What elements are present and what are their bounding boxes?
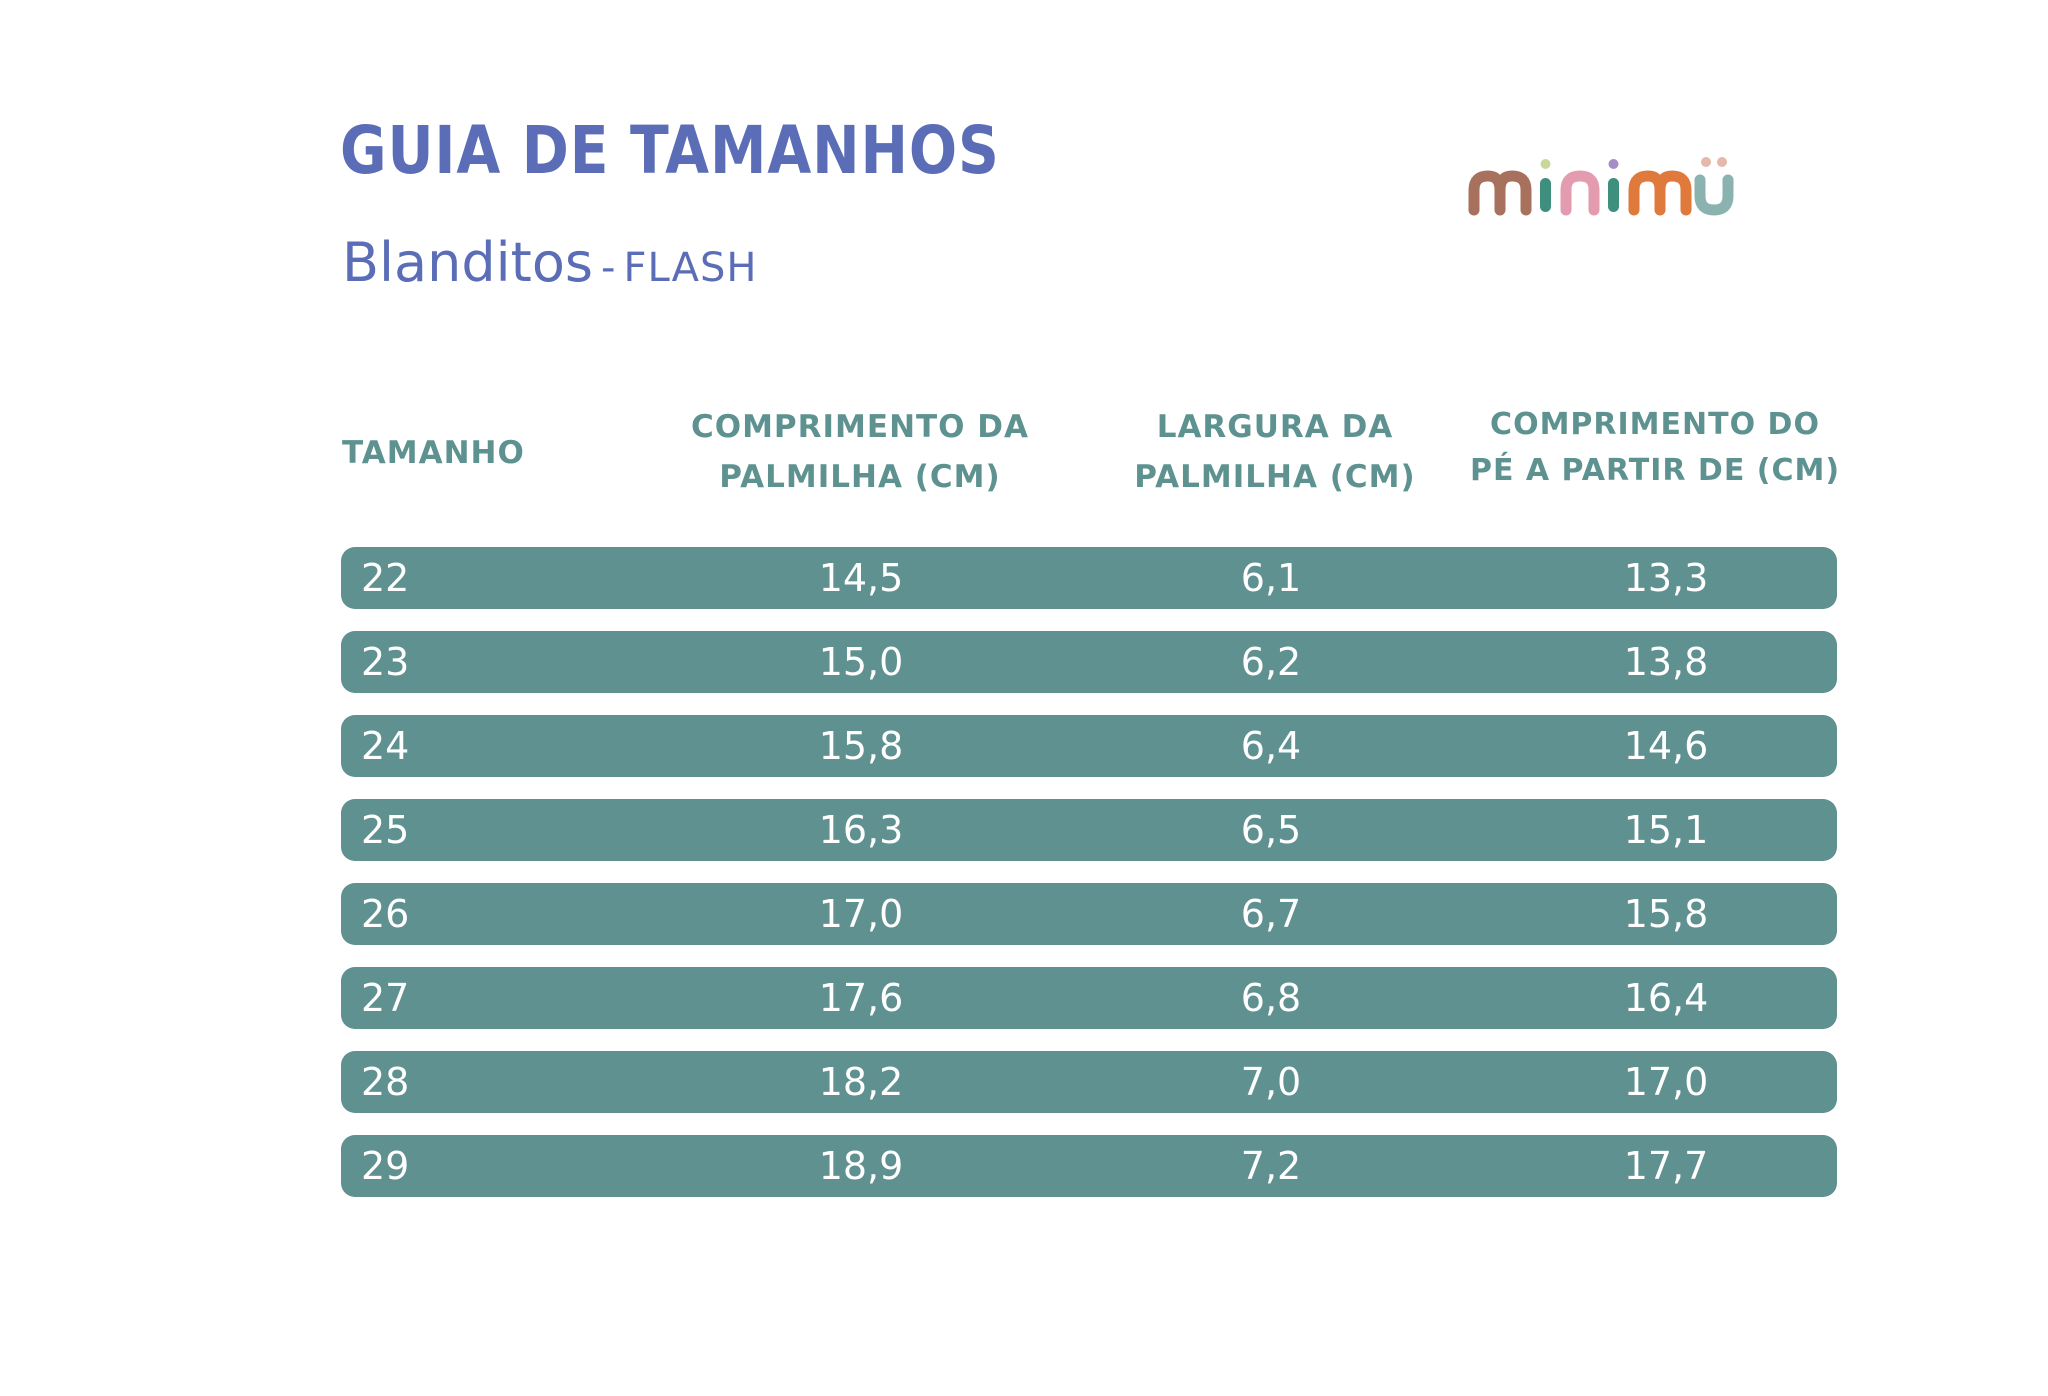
cell-size: 25 [361,808,410,852]
cell-foot-length: 16,4 [1623,976,1709,1020]
cell-insole-length: 15,0 [818,640,904,684]
cell-insole-length: 18,9 [818,1144,904,1188]
cell-foot-length: 14,6 [1623,724,1709,768]
cell-foot-length: 15,1 [1623,808,1709,852]
column-header-insole-length: COMPRIMENTO DA PALMILHA (CM) [690,409,1030,495]
cell-insole-width: 6,4 [1240,724,1302,768]
table-row: 22 14,5 6,1 13,3 [341,547,1837,609]
product-name: Blanditos [342,231,593,294]
cell-insole-width: 6,1 [1240,556,1302,600]
cell-insole-length: 17,0 [818,892,904,936]
cell-insole-length: 18,2 [818,1060,904,1104]
cell-insole-length: 14,5 [818,556,904,600]
logo-umlaut-right [1717,157,1727,167]
subtitle-separator: - [601,245,616,291]
cell-foot-length: 17,0 [1623,1060,1709,1104]
cell-size: 29 [361,1144,410,1188]
cell-insole-length: 17,6 [818,976,904,1020]
size-table-body: 22 14,5 6,1 13,3 23 15,0 6,2 13,8 24 15,… [341,547,1837,1219]
cell-size: 23 [361,640,410,684]
table-header: TAMANHO COMPRIMENTO DA PALMILHA (CM) LAR… [0,400,2048,510]
cell-insole-width: 6,7 [1240,892,1302,936]
logo-umlaut-left [1701,157,1711,167]
table-row: 25 16,3 6,5 15,1 [341,799,1837,861]
logo-letter-u [1694,174,1734,216]
logo-letter-m1 [1468,170,1532,216]
cell-foot-length: 17,7 [1623,1144,1709,1188]
table-row: 26 17,0 6,7 15,8 [341,883,1837,945]
logo-dot-i2 [1608,159,1619,169]
brand-logo [1468,157,1734,216]
cell-foot-length: 13,3 [1623,556,1709,600]
table-row: 28 18,2 7,0 17,0 [341,1051,1837,1113]
column-header-insole-width: LARGURA DA PALMILHA (CM) [1134,409,1416,495]
logo-letter-m2 [1628,170,1692,216]
cell-insole-length: 16,3 [818,808,904,852]
logo-letter-i1 [1540,178,1551,212]
logo-dot-i1 [1540,159,1551,169]
cell-foot-length: 13,8 [1623,640,1709,684]
cell-insole-width: 7,2 [1240,1144,1302,1188]
cell-insole-length: 15,8 [818,724,904,768]
table-row: 29 18,9 7,2 17,7 [341,1135,1837,1197]
cell-insole-width: 7,0 [1240,1060,1302,1104]
cell-foot-length: 15,8 [1623,892,1709,936]
table-row: 27 17,6 6,8 16,4 [341,967,1837,1029]
column-header-foot-length: COMPRIMENTO DO PÉ A PARTIR DE (CM) [1469,407,1841,488]
product-variant: FLASH [623,245,758,291]
cell-size: 24 [361,724,410,768]
cell-insole-width: 6,8 [1240,976,1302,1020]
cell-insole-width: 6,2 [1240,640,1302,684]
cell-size: 28 [361,1060,410,1104]
column-header-size: TAMANHO [342,435,525,471]
cell-size: 22 [361,556,410,600]
cell-insole-width: 6,5 [1240,808,1302,852]
page-title: GUIA DE TAMANHOS [340,112,1000,189]
table-row: 23 15,0 6,2 13,8 [341,631,1837,693]
logo-letter-i2 [1608,178,1619,212]
cell-size: 27 [361,976,410,1020]
cell-size: 26 [361,892,410,936]
product-subtitle: Blanditos - FLASH [342,236,757,290]
table-row: 24 15,8 6,4 14,6 [341,715,1837,777]
logo-letter-n [1560,170,1600,216]
